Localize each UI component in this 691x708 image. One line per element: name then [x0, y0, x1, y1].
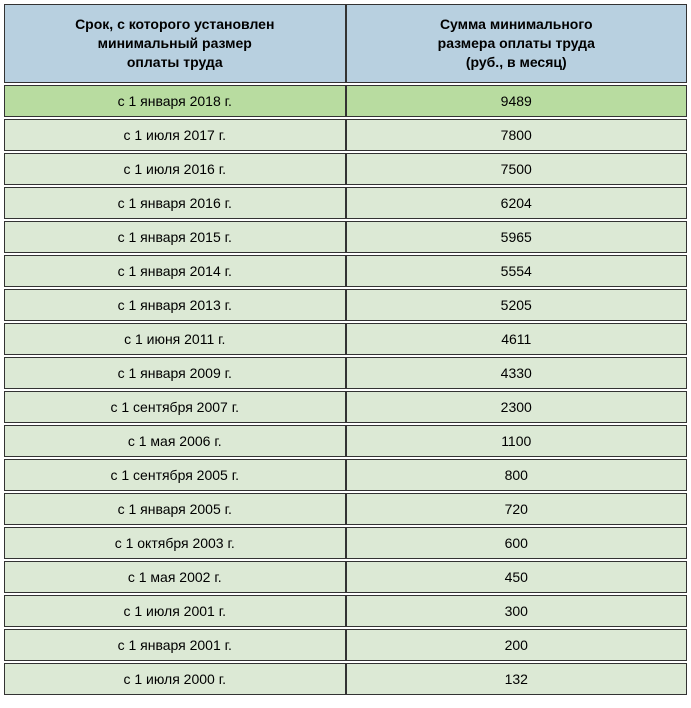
cell-date: с 1 января 2016 г.	[4, 187, 346, 219]
cell-value: 300	[346, 595, 688, 627]
cell-value: 600	[346, 527, 688, 559]
cell-date: с 1 сентября 2007 г.	[4, 391, 346, 423]
table-row: с 1 июля 2017 г.7800	[4, 119, 687, 151]
cell-date: с 1 января 2013 г.	[4, 289, 346, 321]
cell-value: 5554	[346, 255, 688, 287]
table-row: с 1 мая 2002 г.450	[4, 561, 687, 593]
table-body: с 1 января 2018 г.9489с 1 июля 2017 г.78…	[4, 83, 687, 695]
cell-value: 5965	[346, 221, 688, 253]
cell-value: 450	[346, 561, 688, 593]
cell-value: 7500	[346, 153, 688, 185]
cell-date: с 1 января 2018 г.	[4, 85, 346, 117]
wage-table: Срок, с которого установленминимальный р…	[4, 4, 687, 695]
cell-date: с 1 июля 2017 г.	[4, 119, 346, 151]
table-row: с 1 января 2013 г.5205	[4, 289, 687, 321]
table-row: с 1 июля 2016 г.7500	[4, 153, 687, 185]
cell-date: с 1 июня 2011 г.	[4, 323, 346, 355]
cell-value: 132	[346, 663, 688, 695]
table-row: с 1 октября 2003 г.600	[4, 527, 687, 559]
cell-value: 1100	[346, 425, 688, 457]
table-row: с 1 мая 2006 г.1100	[4, 425, 687, 457]
col-header-date: Срок, с которого установленминимальный р…	[4, 4, 346, 83]
table-row: с 1 сентября 2007 г.2300	[4, 391, 687, 423]
table-row: с 1 июля 2001 г.300	[4, 595, 687, 627]
table-row: с 1 января 2015 г.5965	[4, 221, 687, 253]
table-row: с 1 января 2001 г.200	[4, 629, 687, 661]
cell-value: 200	[346, 629, 688, 661]
cell-value: 720	[346, 493, 688, 525]
cell-value: 4611	[346, 323, 688, 355]
table-row: с 1 января 2014 г.5554	[4, 255, 687, 287]
table-row: с 1 января 2005 г.720	[4, 493, 687, 525]
cell-date: с 1 января 2015 г.	[4, 221, 346, 253]
table-row: с 1 июня 2011 г.4611	[4, 323, 687, 355]
table-row: с 1 июля 2000 г.132	[4, 663, 687, 695]
cell-date: с 1 января 2009 г.	[4, 357, 346, 389]
cell-date: с 1 января 2014 г.	[4, 255, 346, 287]
cell-value: 6204	[346, 187, 688, 219]
table-row: с 1 января 2018 г.9489	[4, 85, 687, 117]
cell-value: 7800	[346, 119, 688, 151]
table-header: Срок, с которого установленминимальный р…	[4, 4, 687, 83]
cell-date: с 1 июля 2001 г.	[4, 595, 346, 627]
cell-date: с 1 июля 2016 г.	[4, 153, 346, 185]
cell-date: с 1 октября 2003 г.	[4, 527, 346, 559]
cell-value: 5205	[346, 289, 688, 321]
cell-date: с 1 мая 2006 г.	[4, 425, 346, 457]
cell-date: с 1 января 2005 г.	[4, 493, 346, 525]
cell-date: с 1 июля 2000 г.	[4, 663, 346, 695]
table-row: с 1 января 2009 г.4330	[4, 357, 687, 389]
cell-value: 9489	[346, 85, 688, 117]
wage-table-container: Срок, с которого установленминимальный р…	[4, 4, 687, 695]
cell-value: 4330	[346, 357, 688, 389]
cell-date: с 1 мая 2002 г.	[4, 561, 346, 593]
cell-date: с 1 сентября 2005 г.	[4, 459, 346, 491]
cell-value: 2300	[346, 391, 688, 423]
table-row: с 1 сентября 2005 г.800	[4, 459, 687, 491]
cell-date: с 1 января 2001 г.	[4, 629, 346, 661]
col-header-value: Сумма минимальногоразмера оплаты труда(р…	[346, 4, 688, 83]
table-row: с 1 января 2016 г.6204	[4, 187, 687, 219]
cell-value: 800	[346, 459, 688, 491]
